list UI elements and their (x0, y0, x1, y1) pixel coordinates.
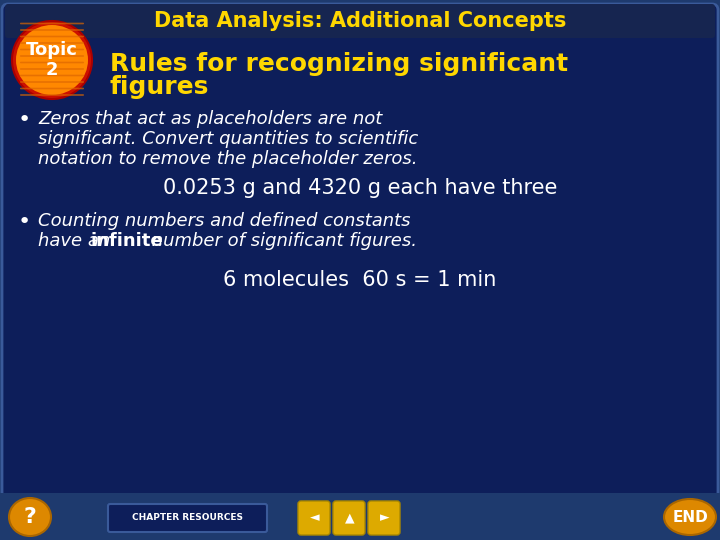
Text: Counting numbers and defined constants: Counting numbers and defined constants (38, 212, 410, 230)
Text: number of significant figures.: number of significant figures. (146, 232, 417, 250)
Text: •: • (18, 110, 31, 130)
Text: Topic
2: Topic 2 (26, 40, 78, 79)
Text: Zeros that act as placeholders are not: Zeros that act as placeholders are not (38, 110, 382, 128)
Text: significant. Convert quantities to scientific: significant. Convert quantities to scien… (38, 130, 418, 148)
FancyBboxPatch shape (2, 4, 718, 498)
Text: END: END (672, 510, 708, 524)
FancyBboxPatch shape (368, 501, 400, 535)
Text: Data Analysis: Additional Concepts: Data Analysis: Additional Concepts (154, 11, 566, 31)
Text: ◄: ◄ (310, 511, 320, 524)
Ellipse shape (16, 25, 88, 95)
FancyBboxPatch shape (298, 501, 330, 535)
Ellipse shape (12, 21, 92, 99)
Ellipse shape (9, 498, 51, 536)
Text: ►: ► (380, 511, 390, 524)
Text: figures: figures (110, 75, 210, 99)
Text: infinite: infinite (90, 232, 163, 250)
Text: have an: have an (38, 232, 116, 250)
Text: ▲: ▲ (345, 511, 355, 524)
FancyBboxPatch shape (333, 501, 365, 535)
Text: notation to remove the placeholder zeros.: notation to remove the placeholder zeros… (38, 150, 418, 168)
FancyBboxPatch shape (108, 504, 267, 532)
Text: •: • (18, 212, 31, 232)
Bar (0, 493, 720, 540)
Text: CHAPTER RESOURCES: CHAPTER RESOURCES (132, 514, 243, 523)
Ellipse shape (664, 499, 716, 535)
Text: Rules for recognizing significant: Rules for recognizing significant (110, 52, 568, 76)
FancyBboxPatch shape (5, 4, 715, 38)
Text: ?: ? (24, 507, 37, 527)
Text: 6 molecules  60 s = 1 min: 6 molecules 60 s = 1 min (223, 270, 497, 290)
Text: 0.0253 g and 4320 g each have three: 0.0253 g and 4320 g each have three (163, 178, 557, 198)
